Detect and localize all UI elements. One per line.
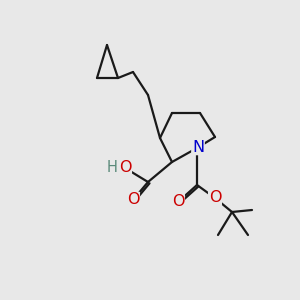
Text: O: O — [172, 194, 184, 209]
Text: O: O — [119, 160, 131, 175]
Text: O: O — [209, 190, 221, 206]
Text: H: H — [106, 160, 117, 175]
Text: N: N — [192, 140, 204, 154]
Text: O: O — [127, 193, 139, 208]
